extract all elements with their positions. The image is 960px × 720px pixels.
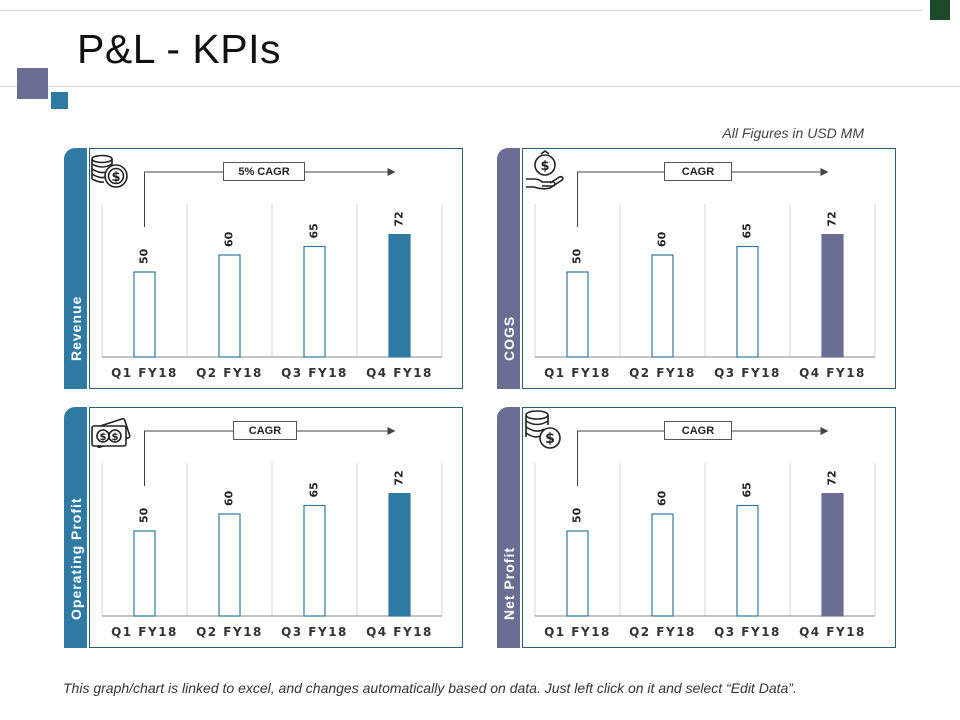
bar-q1-fy18 bbox=[133, 530, 156, 617]
x-tick-label: Q3 FY18 bbox=[281, 366, 348, 380]
revenue-chart[interactable]: $ 50 Q1 FY18 60 Q2 FY18 65 Q3 FY18 72 Q4 FY18 5… bbox=[89, 148, 463, 389]
bar-value-label: 72 bbox=[393, 470, 406, 485]
title-divider bbox=[0, 86, 960, 87]
x-tick-label: Q1 FY18 bbox=[111, 366, 178, 380]
cogs-label: COGS bbox=[501, 315, 517, 361]
x-tick-label: Q2 FY18 bbox=[629, 366, 696, 380]
top-divider bbox=[0, 10, 922, 11]
cogs-chart[interactable]: $ 50 Q1 FY18 60 Q2 FY18 65 Q3 FY18 72 Q4 FY18 C… bbox=[522, 148, 896, 389]
x-tick-label: Q1 FY18 bbox=[111, 625, 178, 639]
bar-q2-fy18 bbox=[651, 254, 674, 358]
bar-q2-fy18 bbox=[651, 513, 674, 617]
bar-q4-fy18 bbox=[388, 492, 411, 617]
units-note: All Figures in USD MM bbox=[722, 125, 864, 141]
operating-profit-panel[interactable]: Operating Profit $ $ 50 Q1 FY18 60 Q2 FY18 6… bbox=[64, 407, 463, 648]
bar-value-label: 65 bbox=[308, 482, 321, 497]
operating-profit-cagr-label: CAGR bbox=[233, 421, 297, 440]
svg-text:$: $ bbox=[540, 159, 549, 174]
bar-value-label: 60 bbox=[656, 490, 669, 506]
svg-text:$: $ bbox=[100, 432, 107, 443]
cagr-connector bbox=[144, 171, 388, 227]
footer-note: This graph/chart is linked to excel, and… bbox=[63, 680, 797, 696]
bar-value-label: 50 bbox=[571, 248, 584, 264]
operating-profit-chart[interactable]: $ $ 50 Q1 FY18 60 Q2 FY18 65 Q3 FY18 72 Q4 FY18… bbox=[89, 407, 463, 648]
revenue-label: Revenue bbox=[68, 295, 84, 361]
bar-q4-fy18 bbox=[821, 233, 844, 358]
revenue-plot: 50 Q1 FY18 60 Q2 FY18 65 Q3 FY18 72 Q4 FY18 bbox=[101, 168, 443, 380]
cash-bills-icon: $ $ bbox=[91, 417, 131, 449]
x-tick-label: Q4 FY18 bbox=[799, 625, 866, 639]
net-profit-side-tab: Net Profit bbox=[497, 407, 520, 648]
net-profit-chart[interactable]: $ 50 Q1 FY18 60 Q2 FY18 65 Q3 FY18 72 Q4 FY18 C… bbox=[522, 407, 896, 648]
cagr-arrowhead bbox=[387, 427, 396, 435]
corner-accent bbox=[930, 0, 950, 20]
bar-value-label: 65 bbox=[741, 223, 754, 238]
cagr-connector bbox=[577, 430, 821, 486]
net-profit-cagr-label: CAGR bbox=[664, 421, 732, 440]
bar-q4-fy18 bbox=[388, 233, 411, 358]
bar-value-label: 60 bbox=[223, 231, 236, 247]
svg-text:$: $ bbox=[545, 431, 555, 447]
cogs-cagr-label: CAGR bbox=[664, 162, 732, 181]
bar-q2-fy18 bbox=[218, 254, 241, 358]
cogs-plot: 50 Q1 FY18 60 Q2 FY18 65 Q3 FY18 72 Q4 FY18 bbox=[534, 168, 876, 380]
cogs-side-tab: COGS bbox=[497, 148, 520, 389]
net-profit-plot: 50 Q1 FY18 60 Q2 FY18 65 Q3 FY18 72 Q4 FY18 bbox=[534, 427, 876, 639]
revenue-cagr-label: 5% CAGR bbox=[223, 162, 305, 181]
bar-q3-fy18 bbox=[736, 245, 759, 358]
x-tick-label: Q2 FY18 bbox=[196, 625, 263, 639]
hand-money-bag-icon: $ bbox=[526, 150, 564, 190]
x-tick-label: Q4 FY18 bbox=[366, 366, 433, 380]
decor-square-large bbox=[17, 68, 48, 99]
operating-profit-side-tab: Operating Profit bbox=[64, 407, 87, 648]
operating-profit-plot: 50 Q1 FY18 60 Q2 FY18 65 Q3 FY18 72 Q4 FY18 bbox=[101, 427, 443, 639]
net-profit-label: Net Profit bbox=[501, 547, 517, 620]
bar-q3-fy18 bbox=[736, 504, 759, 617]
bar-value-label: 65 bbox=[741, 482, 754, 497]
operating-profit-label: Operating Profit bbox=[68, 497, 84, 620]
cagr-arrowhead bbox=[387, 168, 396, 176]
bar-value-label: 50 bbox=[138, 507, 151, 523]
x-tick-label: Q4 FY18 bbox=[799, 366, 866, 380]
bar-value-label: 60 bbox=[656, 231, 669, 247]
page-title: P&L - KPIs bbox=[77, 26, 281, 72]
net-profit-panel[interactable]: Net Profit $ 50 Q1 FY18 60 Q2 FY18 65 Q3 FY18… bbox=[497, 407, 896, 648]
cogs-panel[interactable]: COGS $ 50 Q1 FY18 60 Q2 FY18 65 Q3 FY18 72 Q4 F… bbox=[497, 148, 896, 389]
svg-text:$: $ bbox=[112, 432, 119, 443]
cagr-connector bbox=[144, 430, 388, 486]
revenue-side-tab: Revenue bbox=[64, 148, 87, 389]
decor-square-small bbox=[51, 92, 68, 109]
bar-q2-fy18 bbox=[218, 513, 241, 617]
cagr-arrowhead bbox=[820, 427, 829, 435]
bar-value-label: 72 bbox=[826, 470, 839, 485]
x-tick-label: Q4 FY18 bbox=[366, 625, 433, 639]
bar-q3-fy18 bbox=[303, 245, 326, 358]
coins-dollar-icon: $ bbox=[91, 154, 128, 188]
x-tick-label: Q3 FY18 bbox=[714, 625, 781, 639]
cagr-connector bbox=[577, 171, 821, 227]
bar-q4-fy18 bbox=[821, 492, 844, 617]
x-tick-label: Q2 FY18 bbox=[196, 366, 263, 380]
bar-q1-fy18 bbox=[566, 530, 589, 617]
x-tick-label: Q3 FY18 bbox=[281, 625, 348, 639]
revenue-panel[interactable]: Revenue $ 50 Q1 FY18 60 Q2 FY18 65 Q3 FY18 72 Q… bbox=[64, 148, 463, 389]
x-tick-label: Q3 FY18 bbox=[714, 366, 781, 380]
x-tick-label: Q2 FY18 bbox=[629, 625, 696, 639]
bar-value-label: 60 bbox=[223, 490, 236, 506]
x-tick-label: Q1 FY18 bbox=[544, 625, 611, 639]
bar-value-label: 65 bbox=[308, 223, 321, 238]
bar-value-label: 72 bbox=[826, 211, 839, 226]
bar-q1-fy18 bbox=[133, 271, 156, 358]
bar-value-label: 72 bbox=[393, 211, 406, 226]
bar-value-label: 50 bbox=[138, 248, 151, 264]
cagr-arrowhead bbox=[820, 168, 829, 176]
x-tick-label: Q1 FY18 bbox=[544, 366, 611, 380]
coin-stack-dollar-icon: $ bbox=[525, 410, 561, 449]
bar-value-label: 50 bbox=[571, 507, 584, 523]
svg-text:$: $ bbox=[111, 170, 120, 185]
bar-q3-fy18 bbox=[303, 504, 326, 617]
bar-q1-fy18 bbox=[566, 271, 589, 358]
